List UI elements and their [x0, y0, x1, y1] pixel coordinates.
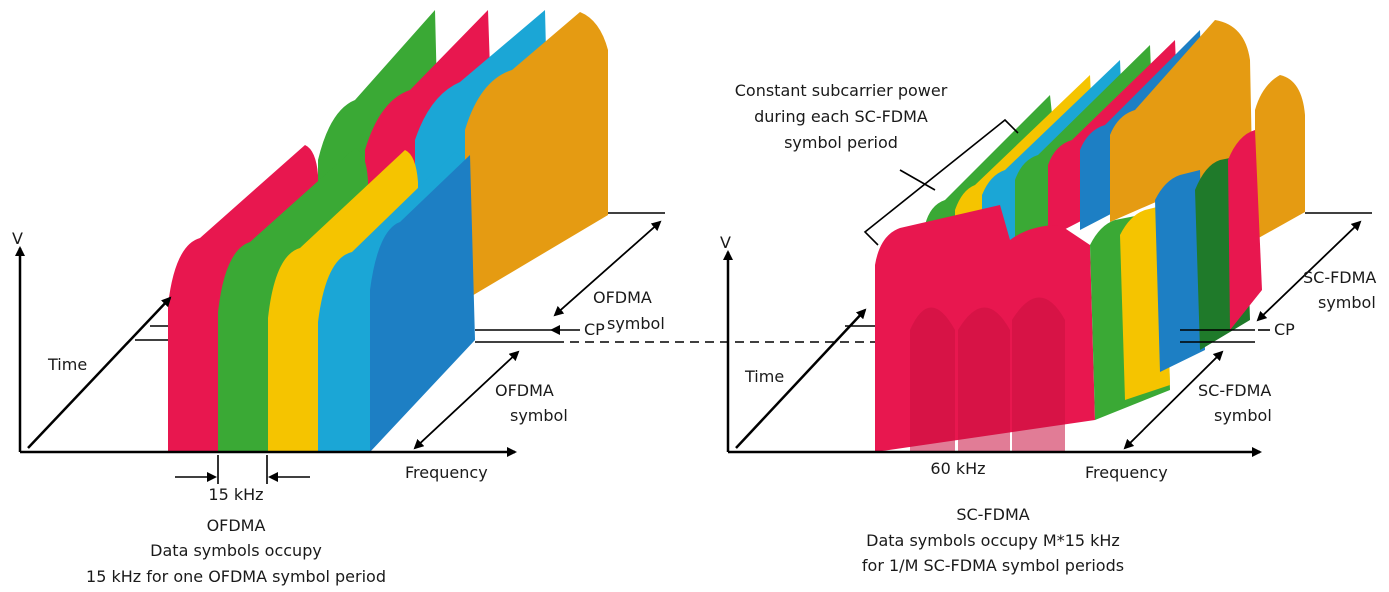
ofdma-subcarrier-width-label: 15 kHz [208, 485, 263, 504]
ofdma-front-row [168, 145, 475, 452]
scfdma-caption-line2: Data symbols occupy M*15 kHz [866, 531, 1120, 550]
ofdma-caption-line1: OFDMA [207, 516, 266, 535]
ofdma-blue-subcarrier [370, 155, 475, 452]
scfdma-back-orange-2 [1255, 75, 1305, 240]
ofdma-time-axis [27, 296, 172, 449]
scfdma-frequency-label: Frequency [1085, 463, 1168, 482]
ofdma-symbol-lower-line1: OFDMA [495, 381, 554, 400]
ofdma-symbol-upper-line1: OFDMA [593, 288, 652, 307]
scfdma-symbol-arrow-upper-back [1256, 221, 1361, 322]
ofdma-v-label: V [12, 229, 23, 248]
ofdma-symbol-arrow-lower-back [413, 351, 519, 450]
ofdma-caption-line2: Data symbols occupy [150, 541, 322, 560]
ofdma-symbol-arrow-upper-back [553, 221, 661, 317]
scfdma-lobe-2 [958, 307, 1010, 452]
scfdma-callout-line2: during each SC-FDMA [754, 107, 928, 126]
scfdma-time-label: Time [744, 367, 784, 386]
scfdma-lobe-1 [910, 307, 955, 452]
ofdma-panel: V Frequency Time OFDMA symbol CP OFDMA s… [12, 10, 665, 586]
scfdma-symbol-lower-line2: symbol [1214, 406, 1272, 425]
scfdma-lobe-3 [1012, 297, 1065, 452]
scfdma-callout-leader [899, 169, 936, 191]
ofdma-caption-line3: 15 kHz for one OFDMA symbol period [86, 567, 386, 586]
ofdma-back-orange-band [465, 12, 608, 300]
scfdma-panel: V Frequency Time SC-FDMA symbol CP SC-FD… [720, 20, 1376, 575]
scfdma-caption-line1: SC-FDMA [956, 505, 1029, 524]
scfdma-front-row [875, 130, 1262, 452]
scfdma-bandwidth-label: 60 kHz [930, 459, 985, 478]
scfdma-symbol-lower-line1: SC-FDMA [1198, 381, 1271, 400]
scfdma-symbol-arrow-lower-back [1123, 351, 1223, 450]
ofdma-cp-label: CP [584, 320, 605, 339]
scfdma-caption-line3: for 1/M SC-FDMA symbol periods [862, 556, 1124, 575]
scfdma-cp-label: CP [1274, 320, 1295, 339]
scfdma-symbol-upper-line2: symbol [1318, 293, 1376, 312]
ofdma-time-label: Time [47, 355, 87, 374]
ofdma-symbol-upper-line2: symbol [607, 314, 665, 333]
scfdma-symbol-upper-line1: SC-FDMA [1303, 268, 1376, 287]
scfdma-v-label: V [720, 233, 731, 252]
scfdma-callout-line1: Constant subcarrier power [735, 81, 948, 100]
scfdma-red-block-2 [1228, 130, 1262, 330]
scfdma-blue-block [1155, 170, 1205, 372]
ofdma-symbol-lower-line2: symbol [510, 406, 568, 425]
scfdma-time-axis [735, 308, 867, 449]
scfdma-callout-bracket [863, 118, 1019, 246]
ofdma-frequency-label: Frequency [405, 463, 488, 482]
scfdma-callout-line3: symbol period [784, 133, 898, 152]
